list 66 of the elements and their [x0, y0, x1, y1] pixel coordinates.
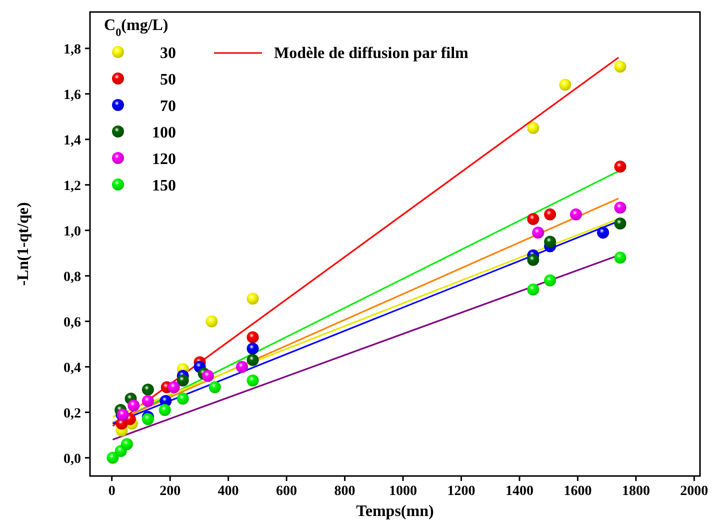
point	[246, 374, 259, 386]
y-tick-label: 1,0	[64, 224, 81, 240]
point	[176, 374, 189, 386]
y-tick-label: 1,2	[64, 178, 81, 194]
legend-title: C$_{0}$(mg/L)	[104, 17, 168, 39]
x-tick-label: 800	[334, 484, 356, 499]
point	[570, 208, 582, 220]
y-tick-label: 1,8	[64, 42, 81, 58]
x-axis-title: Temps(mn)	[356, 503, 434, 520]
legend-label: 120	[152, 151, 176, 168]
x-tick-label: 1000	[389, 484, 418, 499]
point	[614, 60, 626, 73]
point	[527, 283, 540, 296]
y-tick-label: 0,0	[64, 452, 81, 467]
point	[106, 452, 119, 464]
point	[544, 208, 556, 220]
x-tick-label: 0	[108, 484, 116, 499]
point	[142, 413, 154, 426]
y-tick-label: 1,6	[64, 88, 81, 103]
point	[614, 202, 626, 214]
x-tick-label: 600	[276, 484, 298, 499]
legend-label: 100	[152, 124, 176, 142]
point	[559, 78, 572, 91]
point	[614, 218, 626, 230]
point	[614, 160, 626, 173]
point	[544, 236, 556, 248]
y-tick-label: 0,8	[64, 270, 81, 285]
x-tick-label: 2000	[680, 484, 708, 499]
point	[176, 392, 189, 405]
point	[246, 354, 259, 366]
point	[614, 252, 626, 264]
point	[527, 254, 540, 266]
point	[202, 370, 214, 382]
legend-label: 70	[160, 98, 176, 115]
y-tick-label: 0,2	[64, 406, 81, 422]
point	[532, 226, 544, 239]
point	[168, 381, 180, 394]
point	[246, 292, 259, 305]
x-tick-label: 1600	[564, 484, 592, 499]
point	[527, 122, 540, 134]
point	[142, 384, 154, 396]
point	[246, 342, 259, 355]
y-tick-label: 0,4	[64, 360, 81, 376]
legend-label: 150	[152, 178, 176, 194]
point	[128, 399, 140, 412]
point	[527, 212, 540, 225]
x-tick-label: 1400	[505, 484, 534, 499]
point	[544, 274, 556, 286]
legend-label: 50	[160, 72, 176, 88]
point	[246, 331, 259, 344]
legend-label: Modèle de diffusion par film	[274, 45, 470, 62]
point	[236, 360, 248, 373]
y-tick-label: 0,6	[64, 315, 81, 330]
legend-label: 30	[160, 45, 176, 62]
x-tick-label: 200	[160, 484, 181, 499]
x-tick-label: 400	[218, 484, 239, 499]
point	[206, 315, 218, 328]
point	[208, 381, 221, 394]
point	[597, 226, 610, 239]
x-tick-label: 1200	[447, 484, 476, 499]
point	[120, 438, 133, 450]
x-tick-label: 1800	[622, 484, 650, 499]
y-axis-title: -Ln(1-qt/qe)	[15, 202, 32, 286]
point	[158, 404, 171, 416]
point	[142, 394, 154, 407]
y-tick-label: 1,4	[64, 133, 81, 148]
